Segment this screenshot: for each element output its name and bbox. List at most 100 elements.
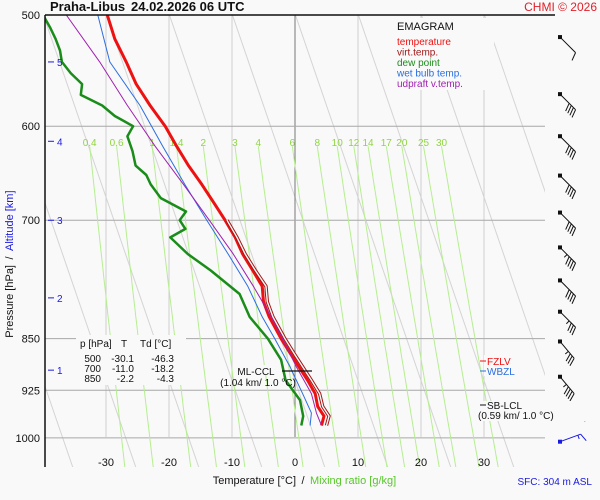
mixing-ratio-line xyxy=(234,146,279,467)
ml-ccl-detail: (1.04 km/ 1.0 °C) xyxy=(220,378,296,389)
wind-barb-feather xyxy=(569,358,575,367)
wind-barb-shaft xyxy=(559,93,576,111)
mixing-ratio-line xyxy=(353,146,406,467)
wind-barb xyxy=(558,134,577,160)
wind-barb xyxy=(558,210,577,237)
mixing-ratio-line xyxy=(423,146,480,467)
legend-entry: virt.temp. xyxy=(397,48,438,59)
table-header: T xyxy=(121,339,127,350)
y-tick-label: 1000 xyxy=(16,433,40,445)
wind-barb-feather xyxy=(567,186,572,195)
wind-barb-shaft xyxy=(559,175,576,192)
y-axis-label: Pressure [hPa] xyxy=(4,265,16,338)
mixing-ratio-label: 30 xyxy=(436,138,448,149)
mixing-ratio-line xyxy=(291,146,340,467)
wind-barb-half-feather xyxy=(563,254,568,258)
y-tick-label: 850 xyxy=(22,334,40,346)
wind-barb xyxy=(558,278,577,304)
table-cell: 850 xyxy=(84,374,101,385)
sb-lcl-bg xyxy=(476,401,586,421)
isobars xyxy=(45,125,545,439)
fzlv-label: FZLV xyxy=(487,357,511,368)
x-tick-label: -30 xyxy=(98,457,114,469)
mixing-ratio-label: 3 xyxy=(232,138,238,149)
wind-barb-feather xyxy=(567,147,572,156)
dry-adiabat-line xyxy=(45,18,200,467)
dry-adiabat-line xyxy=(105,15,263,467)
wind-barb-feather xyxy=(571,262,577,271)
wind-barb-feather xyxy=(567,391,573,399)
wind-barb-feather xyxy=(571,190,577,200)
wind-barb-feather xyxy=(567,291,572,300)
wind-barb xyxy=(558,92,577,118)
mixing-ratio-line xyxy=(367,146,421,467)
wind-barb-feather xyxy=(569,324,574,334)
wind-barb-feather xyxy=(567,105,572,114)
mixing-ratio-lines xyxy=(89,146,499,467)
y-tick-label: 500 xyxy=(22,10,40,22)
wind-barb-feather xyxy=(571,227,577,237)
wbzl-label: WBZL xyxy=(487,367,515,378)
wind-barb-feather xyxy=(571,52,577,61)
wind-barb xyxy=(558,433,587,444)
table-cell: 700 xyxy=(84,364,101,375)
ml-ccl-label: ML-CCL xyxy=(237,367,275,378)
wind-barb-feather xyxy=(569,393,575,402)
table-cell: -30.1 xyxy=(111,354,134,365)
mixing-ratio-label: 25 xyxy=(418,138,430,149)
freezing-level-bg xyxy=(484,355,524,376)
wind-barb-feather xyxy=(567,223,572,232)
dry-adiabats xyxy=(45,5,600,497)
levels-table-background xyxy=(76,335,186,385)
y-axis-label-altitude: Altitude [km] xyxy=(4,190,16,251)
mixing-ratio-line xyxy=(116,146,154,467)
table-cell: -4.3 xyxy=(157,374,175,385)
mixing-ratio-label: 2 xyxy=(201,138,207,149)
mixing-ratio-line xyxy=(151,146,192,467)
wind-barb-feather xyxy=(565,184,570,193)
mixing-ratio-label: 0.4 xyxy=(83,138,97,149)
series-wet-bulb-temp- xyxy=(97,15,312,426)
mixing-ratio-label: 1 xyxy=(149,138,155,149)
wind-barb-half-feather xyxy=(577,435,580,440)
wind-barb-shaft xyxy=(559,280,576,297)
table-cell: 500 xyxy=(84,354,101,365)
levels-table: p [hPa] T Td [°C] 500 -30.1 -46.3 700 -11.0 -18.… xyxy=(76,335,186,385)
mixing-ratio-line xyxy=(257,146,304,467)
mixing-ratio-line xyxy=(401,146,457,467)
y-tick-label: 600 xyxy=(22,121,40,133)
mixing-ratio-line xyxy=(202,146,246,467)
wind-barb xyxy=(558,374,575,402)
legend-entry: dew point xyxy=(397,58,440,69)
mixing-ratio-label: 12 xyxy=(348,138,360,149)
y-axis-label-group: Pressure [hPa] / Altitude [km] xyxy=(4,190,16,337)
y-tick-label: 925 xyxy=(22,385,40,397)
wind-barb-feather xyxy=(569,188,574,198)
altitude-tick-label: 4 xyxy=(57,137,63,148)
wind-barb-feather xyxy=(565,289,570,298)
wind-barb xyxy=(558,245,577,271)
x-tick-label: -20 xyxy=(161,457,177,469)
mixing-ratio-line xyxy=(385,146,440,467)
wind-barb-shaft xyxy=(559,311,576,328)
profiles xyxy=(45,15,331,426)
mixing-ratio-label: 0.6 xyxy=(110,138,124,149)
dry-adiabat-line xyxy=(544,5,600,497)
altitude-tick-label: 5 xyxy=(57,58,63,69)
sb-lcl-label: SB-LCL xyxy=(487,401,522,412)
wind-barb-half-feather xyxy=(566,320,570,325)
station-title: Praha-Libus xyxy=(50,0,125,14)
copyright: CHMI © 2026 xyxy=(524,0,597,14)
legend-title: EMAGRAM xyxy=(397,21,454,33)
wind-barb-feather xyxy=(565,145,570,154)
wind-barb-feather xyxy=(565,103,570,112)
x-tick-label: -10 xyxy=(224,457,240,469)
legend-background xyxy=(394,18,494,90)
wind-barb-feather xyxy=(565,256,570,265)
wind-barb-feather xyxy=(567,258,572,267)
x-tick-label: 30 xyxy=(478,457,490,469)
y-axis-label-separator: / xyxy=(4,256,16,260)
wind-barb-half-feather xyxy=(564,351,569,355)
wind-barb-shaft xyxy=(559,376,575,394)
